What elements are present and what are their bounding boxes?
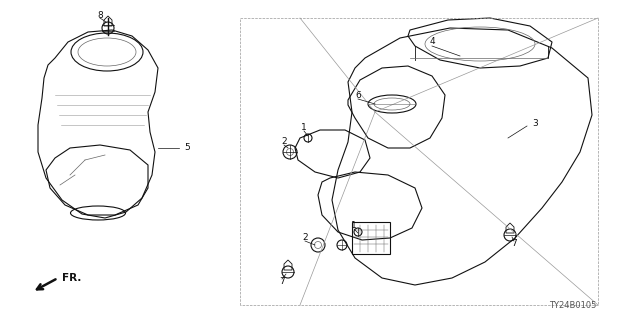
Text: 1: 1 bbox=[351, 221, 357, 230]
Text: 2: 2 bbox=[302, 234, 308, 243]
Text: 3: 3 bbox=[532, 119, 538, 129]
Text: 6: 6 bbox=[355, 92, 361, 100]
Text: TY24B0105: TY24B0105 bbox=[548, 301, 596, 310]
Text: 7: 7 bbox=[511, 239, 517, 249]
Text: FR.: FR. bbox=[62, 273, 81, 283]
Text: 4: 4 bbox=[429, 37, 435, 46]
Text: 5: 5 bbox=[184, 143, 190, 153]
Text: 8: 8 bbox=[97, 12, 103, 20]
Text: 7: 7 bbox=[279, 277, 285, 286]
Text: 1: 1 bbox=[301, 124, 307, 132]
Text: 2: 2 bbox=[281, 138, 287, 147]
